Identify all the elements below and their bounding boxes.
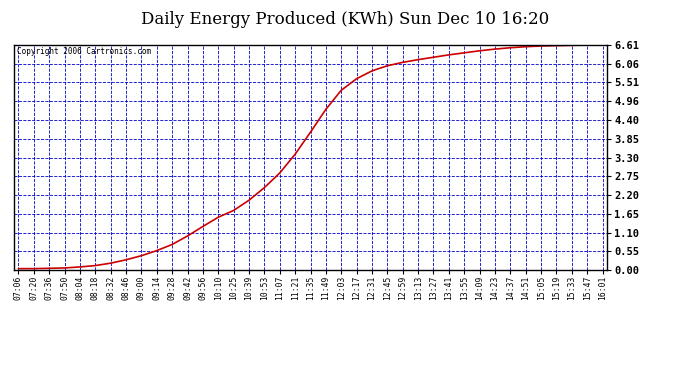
Text: Daily Energy Produced (KWh) Sun Dec 10 16:20: Daily Energy Produced (KWh) Sun Dec 10 1… [141,11,549,28]
Text: Copyright 2006 Cartronics.com: Copyright 2006 Cartronics.com [17,47,151,56]
